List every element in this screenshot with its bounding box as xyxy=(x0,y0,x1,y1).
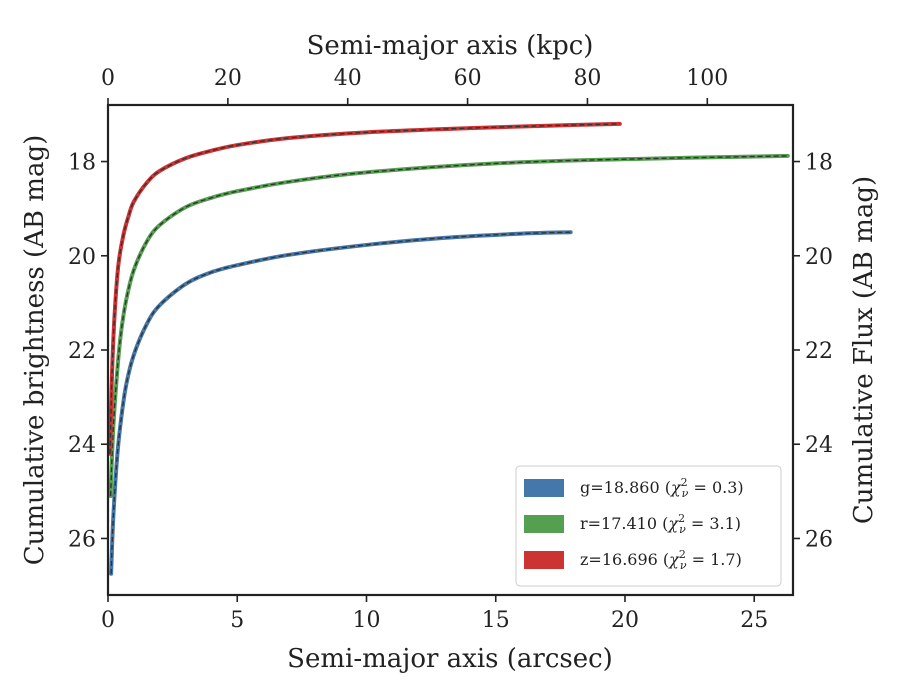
right-y-axis-label: Cumulative Flux (AB mag) xyxy=(849,176,879,524)
y-tick-label: 26 xyxy=(68,527,96,552)
y-tick-label: 20 xyxy=(68,245,96,270)
y-tick-label: 22 xyxy=(68,339,96,364)
axis-ticks: 0 5 10 15 20 25 0 20 40 60 80 100 18 18 20 20 22 22 24 24 26… xyxy=(68,66,833,633)
top-x-tick-label: 100 xyxy=(686,66,728,91)
legend: g=18.860 (χ2 ν = 0.3) r=17.410 (χ2 ν = 3.1)… xyxy=(515,465,782,587)
x-tick-label: 0 xyxy=(101,608,115,633)
series-curves xyxy=(108,121,790,576)
legend-entries: g=18.860 (χ2 ν = 0.3) r=17.410 (χ2 ν = 3.1)… xyxy=(524,476,744,572)
top-x-tick-label: 40 xyxy=(334,66,362,91)
right-y-tick-label: 24 xyxy=(805,433,833,458)
right-y-tick-label: 26 xyxy=(805,527,833,552)
model-fit-line-g xyxy=(110,231,571,574)
model-fit-line-z xyxy=(109,123,620,454)
x-tick-label: 20 xyxy=(611,608,639,633)
right-y-tick-label: 22 xyxy=(805,339,833,364)
legend-label-g: g=18.860 (χ2 ν = 0.3) xyxy=(580,476,744,500)
y-tick-label: 24 xyxy=(68,433,96,458)
x-axis-label: Semi-major axis (arcsec) xyxy=(287,644,613,674)
x-tick-label: 25 xyxy=(740,608,768,633)
legend-swatch-z xyxy=(524,551,564,569)
top-x-tick-label: 0 xyxy=(101,66,115,91)
x-tick-label: 10 xyxy=(352,608,380,633)
y-tick-label: 18 xyxy=(68,151,96,176)
legend-label-r: r=17.410 (χ2 ν = 3.1) xyxy=(580,512,741,536)
legend-label-z: z=16.696 (χ2 ν = 1.7) xyxy=(580,548,742,572)
top-x-tick-label: 80 xyxy=(573,66,601,91)
legend-swatch-r xyxy=(524,515,564,533)
top-x-axis-label: Semi-major axis (kpc) xyxy=(307,31,594,61)
x-tick-label: 5 xyxy=(230,608,244,633)
y-axis-label: Cumulative brightness (AB mag) xyxy=(20,135,50,566)
series-line-g xyxy=(109,230,573,576)
top-x-tick-label: 60 xyxy=(454,66,482,91)
legend-frame xyxy=(515,465,782,587)
legend-swatch-g xyxy=(524,479,564,497)
top-x-tick-label: 20 xyxy=(214,66,242,91)
right-y-tick-label: 20 xyxy=(805,245,833,270)
right-y-tick-label: 18 xyxy=(805,151,833,176)
x-tick-label: 15 xyxy=(482,608,510,633)
model-fit-line-r xyxy=(109,155,788,497)
series-line-r xyxy=(108,153,790,499)
